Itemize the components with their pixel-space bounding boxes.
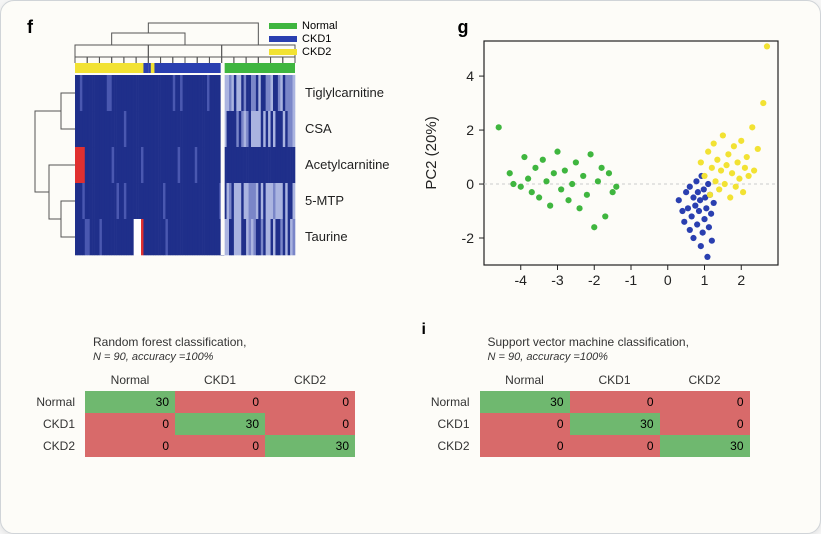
svg-text:Taurine: Taurine: [305, 229, 348, 244]
panel-h-title: Random forest classification,: [93, 335, 406, 349]
panel-g-letter: g: [458, 17, 469, 38]
panel-g: g -4 -3 -2 -1 0 1 2 -2 0 2 4 PC2 (20%): [416, 17, 801, 307]
svg-text:-2: -2: [588, 272, 601, 288]
svg-text:-4: -4: [514, 272, 527, 288]
svg-text:0: 0: [466, 176, 474, 192]
svg-text:-3: -3: [551, 272, 564, 288]
svg-text:4: 4: [466, 68, 474, 84]
legend-label-ckd1: CKD1: [302, 33, 331, 45]
svg-text:0: 0: [663, 272, 671, 288]
pca-scatter: -4 -3 -2 -1 0 1 2 -2 0 2 4 PC2 (20%): [416, 17, 796, 307]
legend-label-ckd2: CKD2: [302, 46, 331, 58]
figure-card: f Normal CKD1 CKD2 Tiglylcarnitine CSA Ace…: [0, 0, 821, 534]
svg-text:-1: -1: [624, 272, 637, 288]
legend-swatch-normal: [269, 23, 297, 29]
svg-text:Acetylcarnitine: Acetylcarnitine: [305, 157, 390, 172]
svg-text:2: 2: [466, 122, 474, 138]
panel-i-letter: i: [422, 321, 426, 339]
svg-text:-2: -2: [461, 230, 474, 246]
panel-i: i Support vector machine classification,…: [416, 319, 801, 519]
legend-swatch-ckd1: [269, 36, 297, 42]
legend-swatch-ckd2: [269, 49, 297, 55]
svg-text:Tiglylcarnitine: Tiglylcarnitine: [305, 85, 384, 100]
panel-i-subtitle: N = 90, accuracy =100%: [488, 351, 801, 363]
svg-text:CSA: CSA: [305, 121, 332, 136]
rf-confusion-matrix: NormalCKD1CKD2Normal3000CKD10300CKD20030: [27, 369, 355, 457]
svg-text:1: 1: [700, 272, 708, 288]
svm-confusion-matrix: NormalCKD1CKD2Normal3000CKD10300CKD20030: [422, 369, 750, 457]
heatmap: Tiglylcarnitine CSA Acetylcarnitine 5-MTP Ta…: [21, 17, 401, 307]
panel-f-letter: f: [27, 17, 33, 38]
svg-text:5-MTP: 5-MTP: [305, 193, 344, 208]
panel-f-legend: Normal CKD1 CKD2: [269, 19, 337, 58]
panel-h: Random forest classification, N = 90, ac…: [21, 319, 406, 519]
panel-i-title: Support vector machine classification,: [488, 335, 801, 349]
legend-label-normal: Normal: [302, 20, 337, 32]
panel-f: f Normal CKD1 CKD2 Tiglylcarnitine CSA Ace…: [21, 17, 406, 307]
svg-text:2: 2: [737, 272, 745, 288]
panel-h-subtitle: N = 90, accuracy =100%: [93, 351, 406, 363]
svg-text:PC2 (20%): PC2 (20%): [423, 116, 440, 189]
